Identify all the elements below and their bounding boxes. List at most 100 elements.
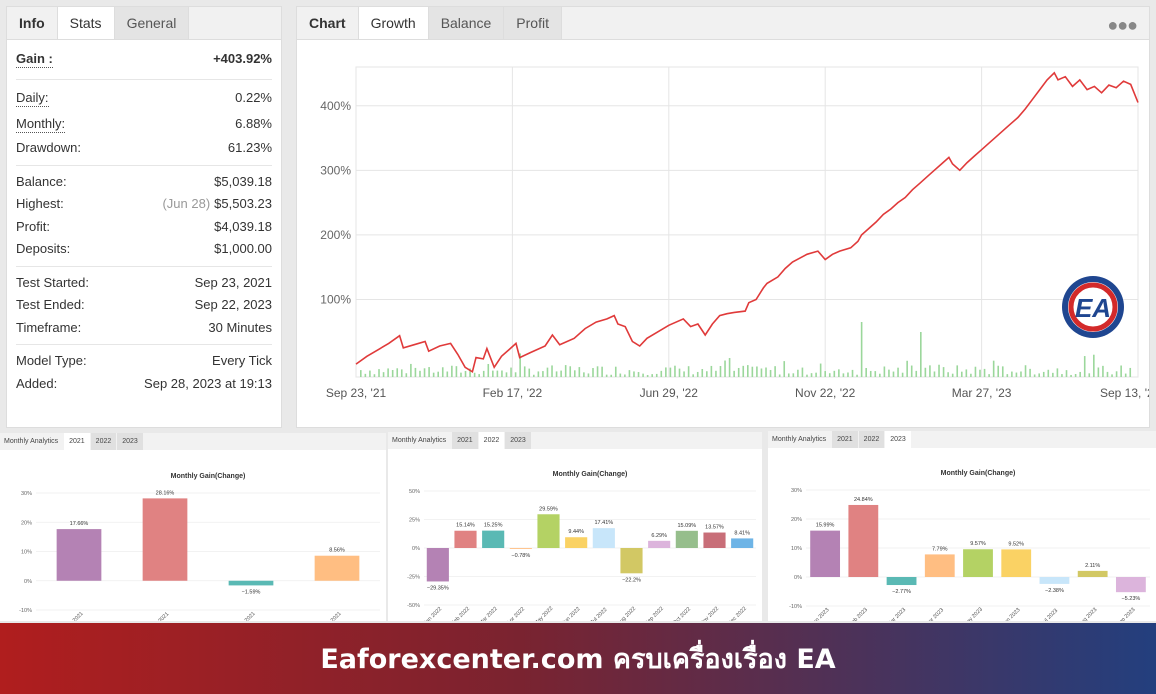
volume-bar	[801, 367, 804, 377]
daily-value: 0.22%	[235, 90, 272, 105]
bar	[1115, 577, 1146, 593]
volume-bar	[423, 368, 426, 377]
monthly-analytics-tabs: Monthly Analytics 2021 2022 2023	[768, 431, 1156, 448]
tab-stats[interactable]: Stats	[57, 7, 115, 39]
x-tick-label: Apr 2022	[506, 606, 526, 621]
drawdown-row: Drawdown: 61.23%	[16, 137, 272, 160]
x-tick-label: Feb 17, '22	[483, 386, 543, 400]
x-tick-label: Mar 2022	[478, 606, 499, 621]
chart-title: Monthly Gain(Change)	[171, 473, 246, 480]
volume-bar	[414, 367, 417, 377]
tab-2022[interactable]: 2022	[858, 431, 885, 448]
gain-label[interactable]: Gain :	[16, 50, 53, 68]
test-started-value: Sep 23, 2021	[194, 274, 272, 290]
volume-bar	[815, 372, 817, 377]
tab-2021[interactable]: 2021	[452, 432, 478, 449]
bar	[142, 498, 188, 581]
volume-bar	[947, 372, 949, 377]
data-label: 6.29%	[651, 533, 667, 539]
tab-general[interactable]: General	[114, 7, 190, 39]
volume-bar	[578, 367, 581, 377]
tab-growth[interactable]: Growth	[358, 7, 429, 39]
volume-bar	[373, 374, 376, 377]
volume-bar	[387, 368, 389, 377]
tab-info[interactable]: Info	[7, 7, 58, 39]
tab-profit[interactable]: Profit	[504, 7, 562, 39]
volume-bar	[1120, 365, 1122, 377]
volume-bar	[396, 368, 399, 377]
daily-label[interactable]: Daily:	[16, 89, 49, 107]
logo-core	[1068, 282, 1118, 332]
volume-bar	[405, 373, 408, 377]
volume-bar	[856, 374, 858, 377]
volume-bar	[619, 373, 622, 377]
tab-2022[interactable]: 2022	[478, 432, 505, 449]
tab-2023[interactable]: 2023	[505, 432, 531, 449]
tab-chart[interactable]: Chart	[297, 7, 359, 39]
tab-2022[interactable]: 2022	[90, 433, 117, 450]
volume-bar	[428, 367, 430, 377]
volume-bar	[573, 370, 576, 377]
volume-bar	[482, 370, 485, 377]
deposits-row: Deposits: $1,000.00	[16, 238, 272, 261]
monthly-gain-chart: Monthly Gain(Change) 50% 25% 0% -25% -50% −29.…	[407, 471, 756, 627]
volume-bar	[1065, 370, 1068, 377]
volume-bar	[646, 374, 649, 377]
volume-bar	[933, 371, 936, 377]
volume-bar	[792, 373, 795, 377]
x-tick-label: Sep 23, '21	[326, 386, 387, 400]
more-dots-icon[interactable]: ●●●	[1107, 15, 1138, 35]
tab-2023[interactable]: 2023	[885, 431, 911, 448]
volume-bar	[1047, 369, 1050, 377]
bar	[592, 528, 615, 548]
volume-bar	[715, 370, 717, 377]
volume-bar	[1129, 367, 1132, 377]
volume-bar	[1024, 365, 1027, 377]
tab-2023[interactable]: 2023	[117, 433, 143, 450]
volume-bar	[783, 361, 786, 377]
bar	[565, 537, 588, 548]
volume-bar	[464, 370, 467, 377]
data-label: 29.59%	[539, 506, 558, 512]
volume-bar	[706, 371, 708, 377]
volume-bar	[1052, 372, 1054, 377]
volume-bar	[505, 372, 508, 377]
tab-balance[interactable]: Balance	[428, 7, 505, 39]
chart-title: Monthly Gain(Change)	[941, 470, 1016, 477]
chart-title: Monthly Gain(Change)	[553, 471, 628, 478]
volume-bar	[469, 368, 471, 377]
y-tick-label: 200%	[320, 228, 351, 242]
volume-bar	[983, 368, 986, 377]
tab-2021[interactable]: 2021	[64, 433, 90, 450]
volume-bar	[692, 374, 694, 377]
volume-bar	[1102, 365, 1104, 377]
volume-bar	[760, 368, 763, 377]
volume-bar	[1033, 374, 1036, 377]
volume-bar	[1011, 371, 1013, 377]
volume-bar	[979, 369, 981, 377]
data-label: 2.11%	[1085, 563, 1100, 569]
volume-bar	[883, 366, 886, 377]
daily-row: Daily: 0.22%	[16, 85, 272, 111]
y-tick-label: 20%	[21, 520, 32, 526]
tab-2021[interactable]: 2021	[832, 431, 858, 448]
volume-bar	[533, 374, 535, 377]
volume-bar	[696, 371, 699, 377]
data-label: −22.2%	[622, 577, 641, 583]
volume-bar	[956, 365, 959, 377]
volume-bar	[674, 365, 676, 377]
info-tabs: Info Stats General	[7, 7, 281, 40]
monthly-label[interactable]: Monthly:	[16, 115, 66, 133]
data-label: −29.35%	[427, 585, 449, 591]
timeframe-row: Timeframe: 30 Minutes	[16, 317, 272, 340]
volume-bar	[728, 358, 731, 377]
profit-label: Profit:	[16, 218, 50, 234]
ea-logo: EA	[1062, 276, 1124, 338]
volume-bar	[988, 374, 990, 377]
monthly-analytics-label: Monthly Analytics	[0, 433, 64, 450]
volume-bar	[992, 360, 995, 377]
data-label: 15.25%	[484, 523, 503, 529]
volume-bar	[701, 368, 704, 377]
volume-bar	[455, 366, 458, 377]
volume-bar	[587, 373, 590, 377]
